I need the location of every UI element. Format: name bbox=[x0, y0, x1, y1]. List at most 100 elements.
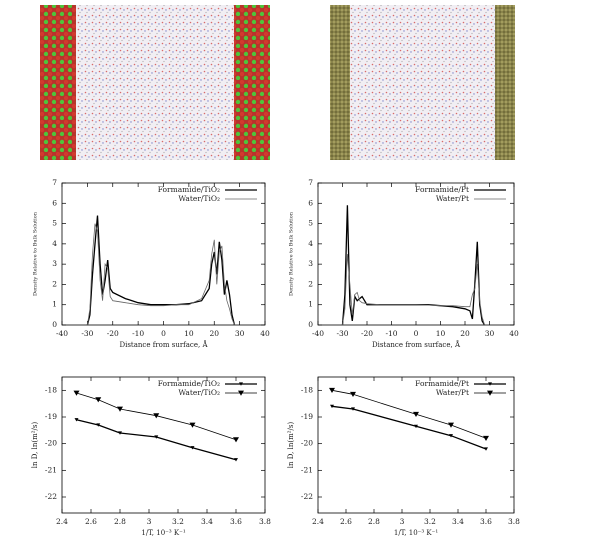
y-tick-label: 7 bbox=[52, 178, 57, 187]
x-tick-label: 2.4 bbox=[312, 517, 324, 526]
marker bbox=[330, 404, 334, 409]
marker bbox=[74, 418, 79, 422]
legend-label: Formamide/Pt bbox=[415, 185, 469, 194]
x-axis-label: 1/T, 10⁻³ K⁻¹ bbox=[141, 529, 185, 537]
series-line bbox=[331, 389, 487, 439]
x-tick-label: 3.4 bbox=[452, 517, 464, 526]
marker bbox=[233, 437, 239, 443]
y-tick-label: 1 bbox=[308, 300, 313, 309]
legend-marker bbox=[238, 390, 244, 396]
x-tick-label: -10 bbox=[132, 329, 144, 338]
y-axis-label: ln D, ln(m²/s) bbox=[287, 422, 295, 469]
marker bbox=[414, 424, 418, 429]
marker bbox=[448, 422, 454, 428]
marker bbox=[154, 435, 159, 439]
y-tick-label: 2 bbox=[52, 279, 57, 288]
chart: -18 -19 -20 -21 -22 2.4 2.6 2.8 3 3.2 3.4 3.6 3.8 1/T… bbox=[287, 376, 520, 537]
marker bbox=[96, 423, 101, 427]
x-axis-label: Distance from surface, Å bbox=[372, 340, 461, 349]
chart: 0 1 2 3 4 5 6 7 -40 -30 -20 -10 0 10 20 30 40 Distance fr… bbox=[33, 178, 270, 349]
x-tick-label: 20 bbox=[460, 329, 470, 338]
marker bbox=[190, 446, 195, 450]
series-line bbox=[87, 223, 235, 326]
y-tick-label: -21 bbox=[301, 465, 313, 474]
y-tick-label: -18 bbox=[45, 385, 57, 394]
y-tick-label: 0 bbox=[308, 320, 313, 329]
legend-label: Water/TiO₂ bbox=[178, 194, 220, 203]
y-tick-label: -21 bbox=[45, 465, 57, 474]
x-tick-label: 3.4 bbox=[201, 517, 213, 526]
y-tick-label: 5 bbox=[52, 219, 57, 228]
series-line bbox=[76, 419, 237, 461]
y-tick-label: -20 bbox=[301, 439, 313, 448]
y-tick-label: -18 bbox=[301, 385, 313, 394]
y-tick-label: 3 bbox=[52, 259, 57, 268]
x-tick-label: 0 bbox=[161, 329, 166, 338]
legend-label: Formamide/TiO₂ bbox=[158, 185, 220, 194]
tio2-snapshot bbox=[40, 5, 270, 160]
plot-frame bbox=[61, 376, 266, 514]
series-line bbox=[342, 253, 485, 326]
x-tick-label: 3.8 bbox=[259, 517, 271, 526]
marker bbox=[350, 391, 356, 398]
x-tick-label: 2.8 bbox=[368, 517, 380, 526]
x-tick-label: 20 bbox=[209, 329, 219, 338]
y-tick-label: 2 bbox=[308, 279, 313, 288]
y-tick-label: -22 bbox=[301, 492, 313, 501]
x-axis-label: Distance from surface, Å bbox=[119, 340, 208, 349]
y-tick-label: -22 bbox=[45, 492, 57, 501]
legend-label: Water/Pt bbox=[436, 194, 469, 203]
marker bbox=[329, 387, 335, 394]
x-tick-label: 40 bbox=[509, 329, 519, 338]
x-tick-label: 2.6 bbox=[340, 517, 352, 526]
marker bbox=[234, 458, 238, 462]
y-tick-label: 6 bbox=[52, 198, 57, 207]
pt-snapshot bbox=[330, 5, 515, 160]
marker bbox=[118, 431, 122, 435]
plot-frame bbox=[317, 376, 515, 514]
y-axis-label: Density Relative to Bulk Solution bbox=[33, 211, 39, 296]
marker bbox=[483, 435, 489, 442]
marker bbox=[351, 407, 355, 411]
x-tick-label: 2.4 bbox=[56, 517, 68, 526]
x-tick-label: 3.2 bbox=[172, 517, 184, 526]
marker bbox=[449, 434, 453, 438]
x-tick-label: 3 bbox=[400, 517, 405, 526]
x-tick-label: 40 bbox=[260, 329, 270, 338]
marker bbox=[189, 422, 196, 428]
x-tick-label: -20 bbox=[361, 329, 373, 338]
x-tick-label: 0 bbox=[414, 329, 419, 338]
x-tick-label: 3 bbox=[147, 517, 152, 526]
x-tick-label: -30 bbox=[336, 329, 348, 338]
x-tick-label: -30 bbox=[81, 329, 93, 338]
series-line bbox=[76, 392, 237, 441]
y-tick-label: -20 bbox=[45, 439, 57, 448]
x-tick-label: 30 bbox=[235, 329, 245, 338]
x-tick-label: 3.8 bbox=[508, 517, 520, 526]
y-tick-label: 7 bbox=[308, 178, 313, 187]
x-tick-label: 3.2 bbox=[424, 517, 436, 526]
series-line bbox=[331, 405, 487, 450]
legend-label: Water/TiO₂ bbox=[178, 388, 220, 397]
x-tick-label: 2.8 bbox=[114, 517, 126, 526]
x-tick-label: 10 bbox=[436, 329, 446, 338]
legend-marker bbox=[487, 390, 493, 396]
marker bbox=[73, 390, 80, 396]
y-tick-label: 4 bbox=[308, 239, 313, 248]
marker bbox=[95, 397, 102, 403]
x-tick-label: 2.6 bbox=[85, 517, 97, 526]
legend-label: Formamide/Pt bbox=[415, 379, 469, 388]
marker bbox=[153, 413, 160, 419]
y-tick-label: 3 bbox=[308, 259, 313, 268]
y-tick-label: 5 bbox=[308, 219, 313, 228]
y-tick-label: 1 bbox=[52, 300, 57, 309]
y-tick-label: -19 bbox=[45, 412, 57, 421]
y-axis-label: ln D, ln(m²/s) bbox=[31, 422, 39, 469]
marker bbox=[413, 411, 419, 418]
x-tick-label: 3.6 bbox=[230, 517, 242, 526]
x-axis-label: 1/T, 10⁻³ K⁻¹ bbox=[394, 529, 438, 537]
y-tick-label: 4 bbox=[52, 239, 57, 248]
legend-marker bbox=[488, 382, 492, 386]
chart: -18 -19 -20 -21 -22 2.4 2.6 2.8 3 3.2 3.4 3.6 3.8 1/T… bbox=[31, 376, 271, 537]
